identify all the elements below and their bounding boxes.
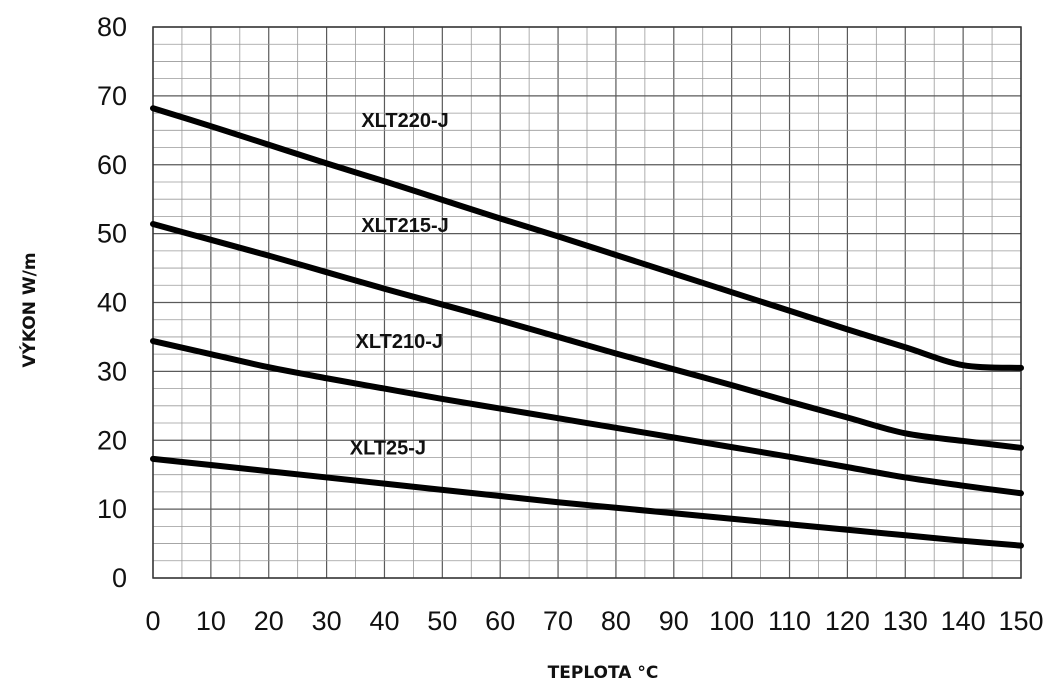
x-tick-label: 30 [312, 606, 342, 636]
x-tick-label: 60 [485, 606, 515, 636]
x-tick-label: 120 [825, 606, 870, 636]
x-tick-label: 140 [941, 606, 986, 636]
x-tick-label: 90 [659, 606, 689, 636]
y-tick-label: 10 [97, 494, 127, 524]
series-label-xlt210-j: XLT210-J [356, 331, 443, 353]
x-tick-label: 150 [998, 606, 1043, 636]
y-axis-title: VÝKON W/m [18, 252, 40, 367]
x-axis-title: TEPLOTA °C [548, 663, 659, 683]
y-tick-label: 40 [97, 288, 127, 318]
x-tick-label: 10 [196, 606, 226, 636]
x-tick-label: 40 [369, 606, 399, 636]
series-label-xlt215-j: XLT215-J [361, 215, 448, 237]
chart-grid [152, 26, 1022, 579]
x-tick-label: 110 [768, 606, 811, 636]
x-tick-label: 0 [145, 606, 160, 636]
y-tick-label: 80 [97, 12, 127, 42]
plot-area-frame [152, 26, 1022, 579]
y-tick-label: 0 [112, 563, 127, 593]
series-layer [150, 105, 1024, 549]
y-tick-label: 60 [97, 150, 127, 180]
x-tick-label: 20 [254, 606, 284, 636]
y-tick-label: 70 [97, 81, 127, 111]
series-line-xlt220-j [150, 105, 1024, 371]
y-tick-label: 50 [97, 219, 127, 249]
x-tick-label: 100 [709, 606, 754, 636]
y-tick-label: 20 [97, 425, 127, 455]
y-tick-label: 30 [97, 356, 127, 386]
series-label-xlt25-j: XLT25-J [350, 438, 426, 460]
series-line-xlt25-j [150, 455, 1024, 549]
x-tick-label: 130 [883, 606, 928, 636]
x-tick-label: 50 [427, 606, 457, 636]
x-tick-label: 80 [601, 606, 631, 636]
y-axis-ticks: 0 10 20 30 40 50 60 70 80 [97, 12, 127, 593]
x-axis-ticks: 0 10 20 30 40 50 60 70 80 90 100 110 120 130 140 150 [145, 606, 1043, 636]
x-tick-label: 70 [543, 606, 573, 636]
series-label-xlt220-j: XLT220-J [361, 110, 448, 132]
series-labels: XLT220-J XLT215-J XLT210-J XLT25-J [350, 110, 449, 460]
series-line-xlt210-j [150, 338, 1024, 497]
series-line-xlt215-j [150, 220, 1024, 451]
